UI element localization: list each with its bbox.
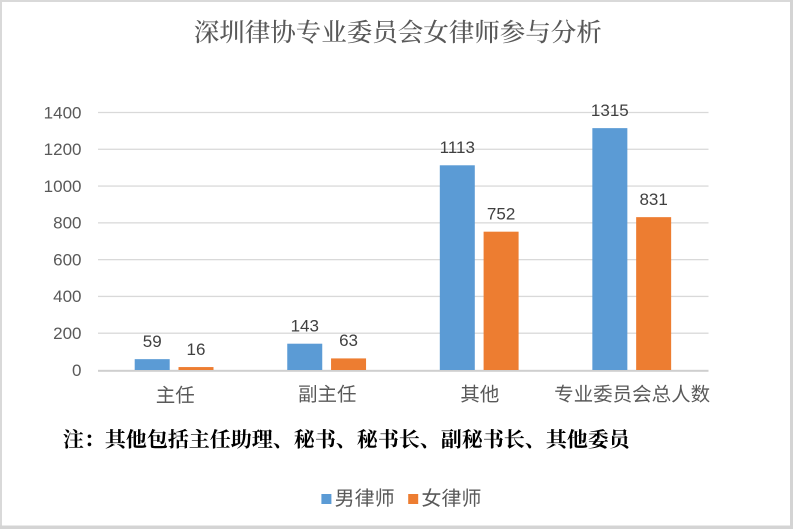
svg-text:59: 59 xyxy=(143,332,162,351)
svg-text:0: 0 xyxy=(72,361,81,380)
svg-text:1000: 1000 xyxy=(44,177,82,196)
svg-text:1400: 1400 xyxy=(44,103,82,122)
svg-text:1113: 1113 xyxy=(440,138,475,157)
svg-text:1315: 1315 xyxy=(591,101,629,120)
svg-text:200: 200 xyxy=(53,324,81,343)
svg-text:16: 16 xyxy=(187,340,206,359)
svg-text:63: 63 xyxy=(339,331,358,350)
svg-text:752: 752 xyxy=(487,204,515,223)
svg-text:1200: 1200 xyxy=(44,140,82,159)
svg-text:400: 400 xyxy=(53,287,81,306)
svg-text:800: 800 xyxy=(53,214,81,233)
svg-text:143: 143 xyxy=(291,316,319,335)
svg-text:831: 831 xyxy=(639,190,667,209)
svg-text:600: 600 xyxy=(53,250,81,269)
